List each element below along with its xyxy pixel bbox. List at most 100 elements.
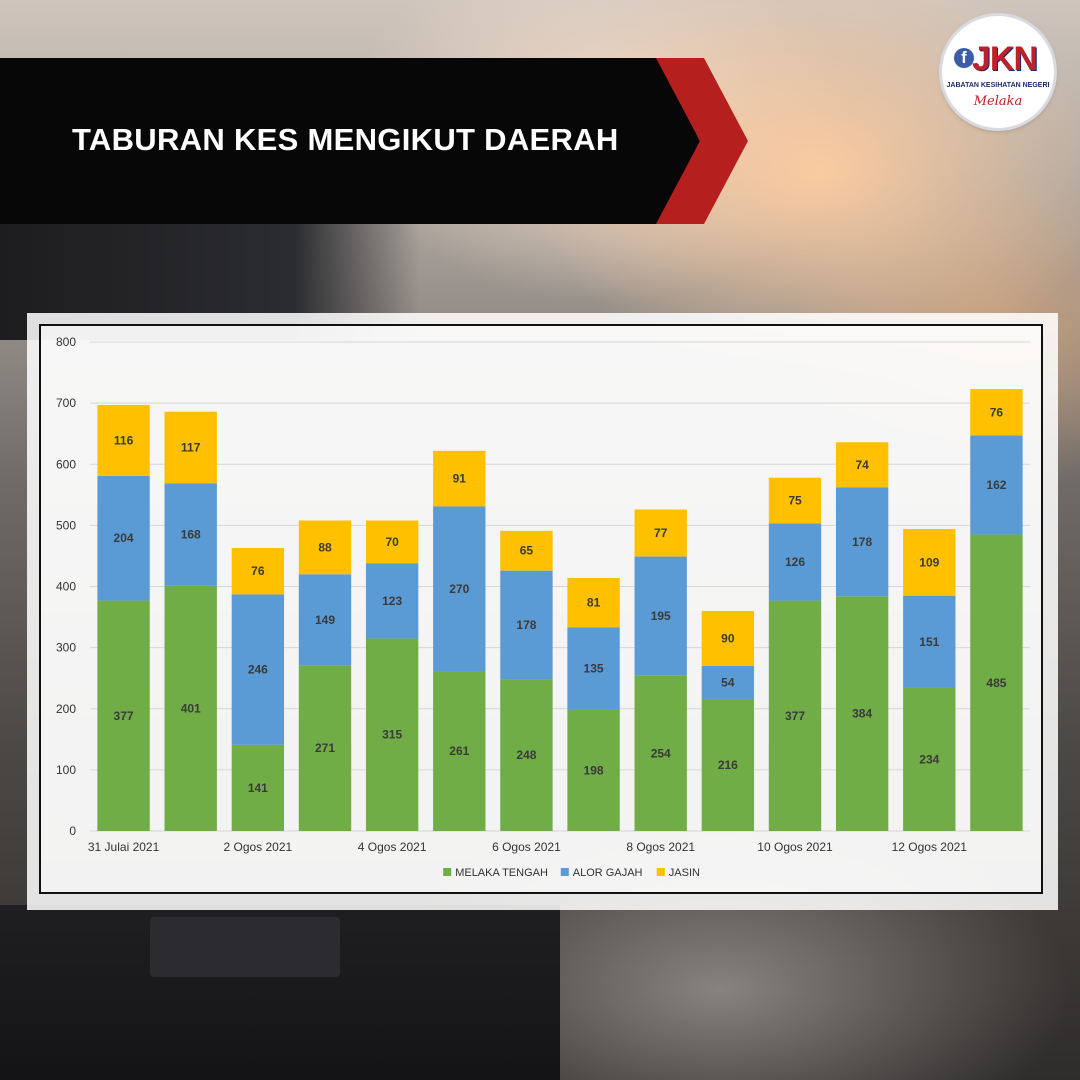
bar-segment: [970, 435, 1023, 535]
bar-segment: [500, 530, 553, 571]
bar-segment: [903, 595, 956, 688]
data-label: 151: [919, 635, 939, 649]
facebook-f-icon: f: [954, 48, 974, 68]
data-label: 198: [584, 763, 604, 777]
y-tick-label: 100: [56, 763, 76, 777]
bar-segment: [164, 483, 217, 586]
bar-segment: [567, 709, 620, 831]
data-label: 377: [114, 709, 134, 723]
bar-segment: [500, 679, 553, 831]
data-label: 91: [453, 472, 467, 486]
stacked-bar-chart: 0 100 200 300 400 500 600 700 800 377 204 116 31 Jul…: [56, 335, 1030, 879]
bar-segment: [97, 404, 150, 476]
data-label: 204: [114, 531, 134, 545]
x-tick-label: 12 Ogos 2021: [892, 840, 968, 854]
bar-segment: [634, 509, 687, 557]
bar-segment: [365, 563, 419, 639]
data-label: 254: [651, 746, 671, 760]
bar-segment: [433, 450, 486, 507]
data-label: 141: [248, 781, 268, 795]
legend-entry: ALOR GAJAH: [573, 867, 643, 879]
bar-segment: [433, 506, 486, 672]
page-title: TABURAN KES MENGIKUT DAERAH: [72, 122, 619, 157]
bar-segment: [567, 627, 620, 710]
y-tick-label: 200: [56, 702, 76, 716]
legend-swatch: [560, 868, 569, 876]
bar-segment: [164, 585, 217, 831]
data-label: 135: [584, 662, 604, 676]
data-label: 65: [520, 544, 534, 558]
bar-segment: [433, 671, 486, 831]
bar-segment: [701, 698, 755, 831]
data-label: 261: [449, 744, 469, 758]
chart-panel: 0 100 200 300 400 500 600 700 800 377 204 116 31 Jul…: [27, 313, 1058, 910]
data-label: 88: [318, 540, 332, 554]
bar-segment: [231, 744, 285, 831]
bar-segment: [835, 596, 889, 831]
bar-segment: [970, 389, 1023, 436]
bar-segment: [634, 556, 687, 676]
bar-segment: [768, 523, 822, 601]
legend-swatch: [443, 868, 452, 876]
data-label: 149: [315, 613, 335, 627]
data-label: 384: [852, 707, 872, 721]
jkn-logo: f JKN JABATAN KESIHATAN NEGERI Melaka: [942, 16, 1054, 128]
x-tick-label: 4 Ogos 2021: [358, 840, 427, 854]
y-tick-label: 0: [69, 824, 76, 838]
data-label: 315: [382, 728, 402, 742]
chart-frame: 0 100 200 300 400 500 600 700 800 377 204 116 31 Jul…: [39, 324, 1043, 894]
data-label: 178: [516, 618, 536, 632]
bar-segment: [768, 600, 822, 831]
data-label: 77: [654, 526, 668, 540]
data-label: 270: [449, 582, 469, 596]
data-label: 117: [181, 440, 201, 454]
bar-segment: [835, 487, 889, 597]
data-label: 76: [990, 405, 1004, 419]
y-tick-label: 700: [56, 396, 76, 410]
data-label: 246: [248, 663, 268, 677]
legend-entry: MELAKA TENGAH: [455, 867, 548, 879]
title-banner: [0, 58, 700, 224]
bar-segment: [903, 529, 956, 596]
bar-segment: [835, 442, 889, 488]
y-tick-label: 500: [56, 518, 76, 532]
bar-segment: [634, 675, 687, 831]
bar-segment: [365, 638, 419, 831]
data-label: 377: [785, 709, 805, 723]
bar-segment: [768, 477, 822, 524]
data-label: 109: [919, 555, 939, 569]
x-tick-label: 10 Ogos 2021: [757, 840, 833, 854]
x-tick-label: 2 Ogos 2021: [223, 840, 292, 854]
y-tick-label: 800: [56, 335, 76, 349]
data-label: 70: [385, 535, 399, 549]
bar-segment: [970, 534, 1023, 831]
bar-segment: [298, 665, 352, 831]
data-label: 485: [986, 676, 1006, 690]
data-label: 271: [315, 741, 335, 755]
bar-segment: [298, 574, 352, 666]
logo-name: JKN: [972, 40, 1038, 78]
legend-entry: JASIN: [669, 867, 700, 879]
x-tick-label: 31 Julai 2021: [88, 840, 160, 854]
data-label: 126: [785, 555, 805, 569]
data-label: 195: [651, 609, 671, 623]
data-label: 90: [721, 631, 735, 645]
x-tick-label: 6 Ogos 2021: [492, 840, 561, 854]
data-label: 178: [852, 535, 872, 549]
bar-segment: [500, 570, 553, 680]
bar-segment: [701, 610, 755, 666]
bar-segment: [97, 600, 150, 831]
data-label: 162: [986, 478, 1006, 492]
data-label: 116: [114, 433, 134, 447]
y-tick-label: 300: [56, 641, 76, 655]
bar-segment: [701, 665, 755, 699]
bar-segment: [298, 520, 352, 575]
data-label: 234: [919, 752, 939, 766]
logo-subtitle: JABATAN KESIHATAN NEGERI: [946, 82, 1050, 89]
legend-swatch: [656, 868, 665, 876]
data-label: 248: [516, 748, 536, 762]
y-tick-label: 400: [56, 580, 76, 594]
data-label: 76: [251, 564, 265, 578]
data-label: 216: [718, 758, 738, 772]
logo-script: Melaka: [973, 94, 1023, 109]
